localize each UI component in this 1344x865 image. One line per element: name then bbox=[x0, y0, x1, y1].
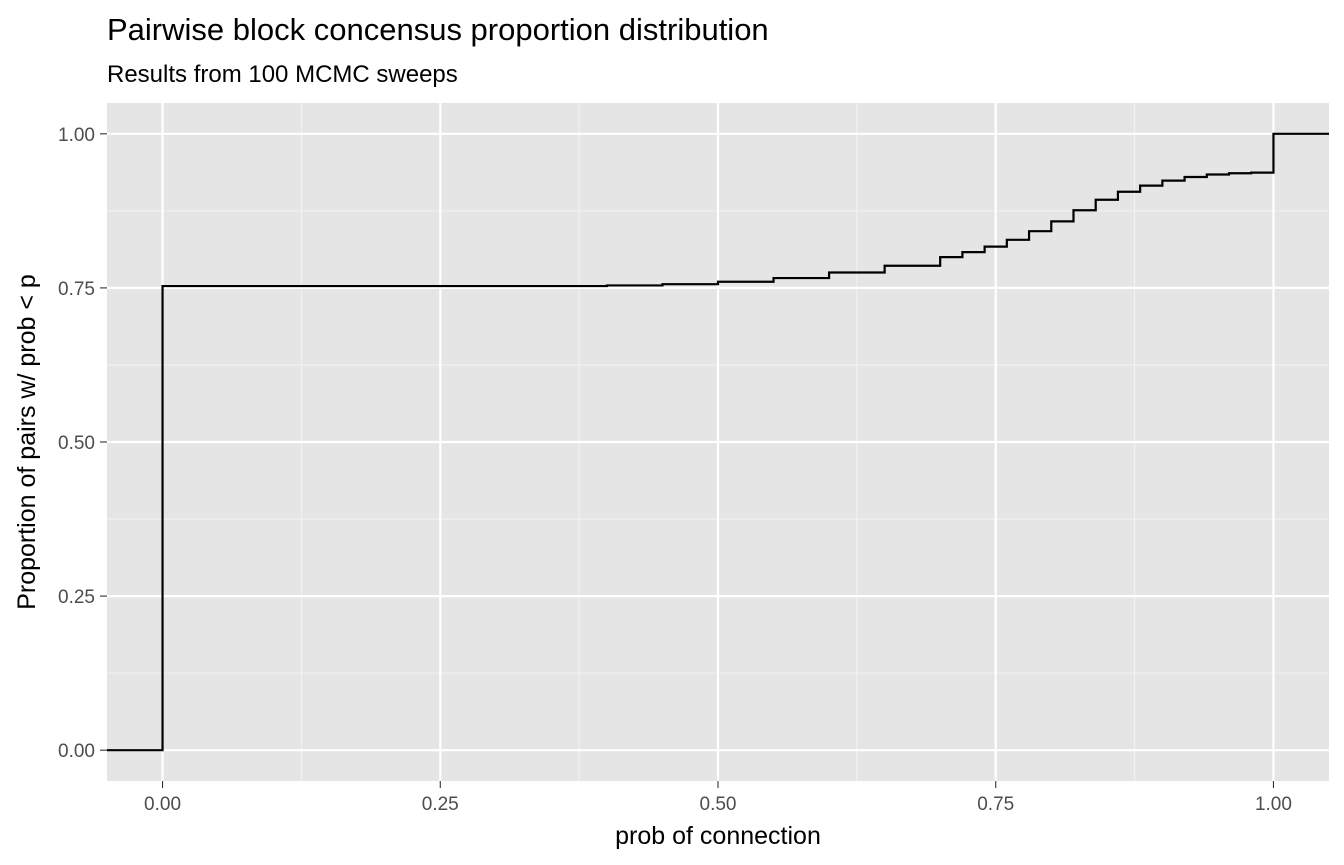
x-axis-title: prob of connection bbox=[615, 822, 821, 850]
y-tick-label: 0.00 bbox=[58, 741, 95, 762]
major-gridlines bbox=[107, 103, 1329, 781]
chart-subtitle: Results from 100 MCMC sweeps bbox=[107, 61, 458, 88]
x-ticks: 0.00 0.25 0.50 0.75 1.00 bbox=[144, 781, 1292, 815]
y-tick-label: 0.75 bbox=[58, 279, 95, 300]
y-tick-label: 1.00 bbox=[58, 125, 95, 146]
y-axis-title: Proportion of pairs w/ prob < p bbox=[13, 274, 41, 610]
x-tick-label: 1.00 bbox=[1255, 794, 1292, 815]
x-tick-label: 0.25 bbox=[422, 794, 459, 815]
chart-title: Pairwise block concensus proportion dist… bbox=[107, 12, 769, 47]
x-tick-label: 0.50 bbox=[700, 794, 737, 815]
ecdf-step-line bbox=[107, 132, 1329, 752]
x-tick-label: 0.75 bbox=[977, 794, 1014, 815]
y-ticks: 0.00 0.25 0.50 0.75 1.00 bbox=[58, 125, 107, 762]
x-tick-label: 0.00 bbox=[144, 794, 181, 815]
y-tick-label: 0.25 bbox=[58, 587, 95, 608]
y-tick-label: 0.50 bbox=[58, 433, 95, 454]
